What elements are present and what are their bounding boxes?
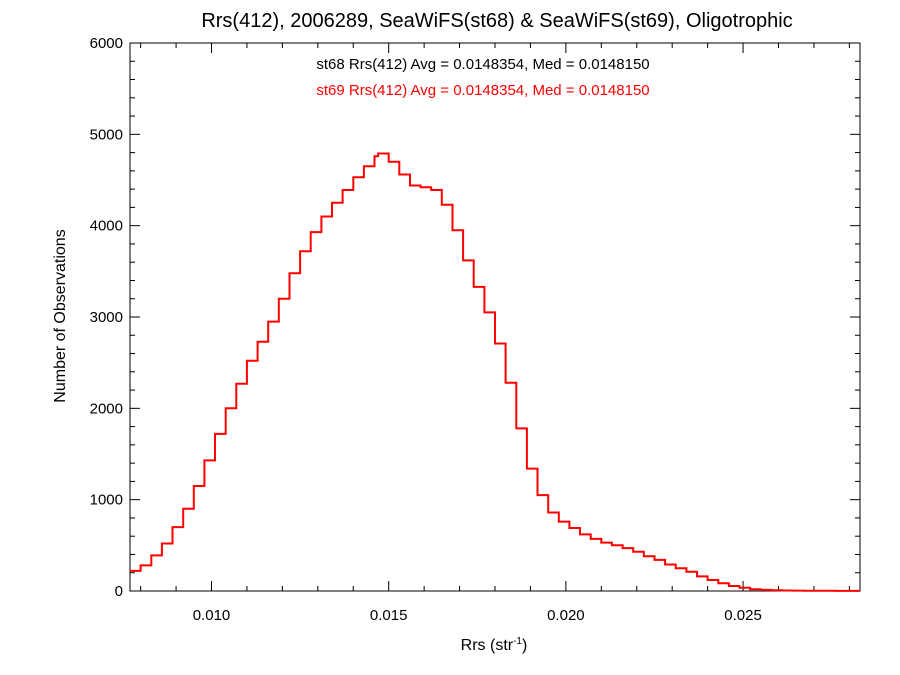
legend-entry-st69: st69 Rrs(412) Avg = 0.0148354, Med = 0.0…	[316, 82, 649, 99]
x-tick-label: 0.010	[193, 607, 231, 624]
y-tick-label: 1000	[90, 492, 123, 509]
y-tick-label: 3000	[90, 309, 123, 326]
y-axis-label: Number of Observations	[52, 229, 69, 402]
y-tick-label: 0	[115, 583, 123, 600]
x-tick-label: 0.025	[724, 607, 762, 624]
x-axis-label-exponent: -1	[513, 636, 522, 647]
y-tick-label: 5000	[90, 126, 123, 143]
x-axis-label: Rrs (str-1)	[461, 636, 528, 654]
axis-ticks	[130, 42, 860, 592]
legend-entry-st68: st68 Rrs(412) Avg = 0.0148354, Med = 0.0…	[316, 56, 649, 73]
y-tick-label: 2000	[90, 400, 123, 417]
x-tick-label: 0.015	[370, 607, 408, 624]
y-tick-label: 6000	[90, 35, 123, 52]
histogram-step-line	[130, 152, 860, 592]
series-group	[130, 152, 860, 592]
y-tick-label: 4000	[90, 218, 123, 235]
chart-title: Rrs(412), 2006289, SeaWiFS(st68) & SeaWi…	[201, 10, 792, 32]
axis-tick-labels: 0.010 0.015 0.020 0.025 0 1000 2000 3000 4000 500…	[90, 35, 762, 624]
x-tick-label: 0.020	[547, 607, 585, 624]
